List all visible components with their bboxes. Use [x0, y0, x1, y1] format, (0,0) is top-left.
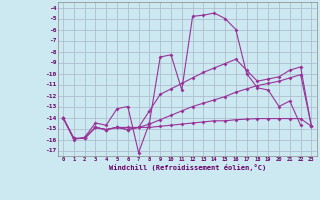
X-axis label: Windchill (Refroidissement éolien,°C): Windchill (Refroidissement éolien,°C) [108, 164, 266, 171]
